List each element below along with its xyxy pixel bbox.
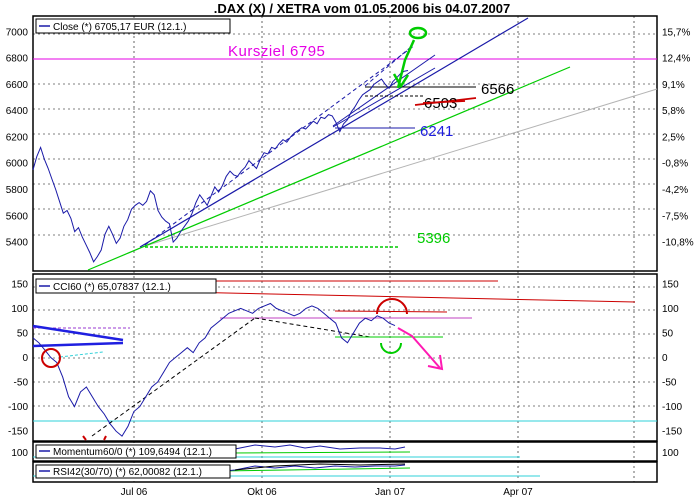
cci-legend-text: CCI60 (*) 65,07837 (12.1.) [53,282,171,293]
blue-trendline-main [139,17,529,248]
y-tick-label: 0 [22,353,28,364]
y-tick-label: 5,8% [662,106,685,117]
rsi-panel-frame [32,461,658,483]
cci-line [32,302,396,437]
y-tick-label: 50 [17,328,29,339]
y-tick-label: 9,1% [662,80,685,91]
y-tick-label: -150 [662,427,682,438]
cci-red-line-lower [334,310,448,313]
green-target-arrow [392,26,428,89]
y-tick-label: 12,4% [662,54,690,65]
cci-blue-support [32,341,124,348]
annotation-kursziel: Kursziel 6795 [228,43,325,60]
y-tick-label: 6400 [6,106,29,117]
y-tick-label: -10,8% [662,238,694,249]
y-tick-label: -100 [8,402,28,413]
blue-trendline-dashed [144,44,416,246]
annotation-6241: 6241 [420,123,453,140]
y-tick-label: 5600 [6,211,29,222]
momentum-line [219,444,406,453]
momentum-legend-text: Momentum60/0 (*) 109,6494 (12.1.) [53,447,212,458]
cci-cyan-dashed [59,351,104,358]
pink-down-arrow [397,327,444,371]
rsi-legend-text: RSI42(30/70) (*) 62,00082 (12.1.) [53,467,202,478]
blue-dashed-channel [364,45,413,87]
momentum-right-tick: 100 [662,448,679,459]
blue-trendline-fan [332,67,436,128]
x-tick-label: Apr 07 [503,487,533,498]
y-tick-label: -0,8% [662,159,688,170]
y-tick-label: -50 [662,378,677,389]
y-tick-label: 150 [662,279,679,290]
price-legend-box [35,18,231,34]
y-tick-label: 15,7% [662,27,690,38]
cci-right-tick-labels: 150 100 50 0 -50 -100 -150 [662,279,682,437]
y-tick-label: 100 [662,304,679,315]
y-tick-label: 100 [11,304,28,315]
cci-gridlines [33,286,657,407]
cci-left-tick-labels: 150 100 50 0 -50 -100 -150 [8,279,28,437]
blue-trendline-upper [332,54,436,127]
cci-blue-resistance [32,324,124,342]
y-tick-label: 6800 [6,54,29,65]
y-tick-label: -50 [14,378,29,389]
strike-6503 [422,100,466,104]
chart-title: .DAX (X) / XETRA vom 01.05.2006 bis 04.0… [214,1,511,16]
rsi-black-line [234,463,406,471]
cci-red-line-descending [134,290,636,303]
x-tick-label: Okt 06 [247,487,277,498]
red-bottom-ticks [82,435,107,441]
y-tick-label: 5400 [6,238,29,249]
price-panel-frame [32,15,658,272]
momentum-left-tick: 100 [11,448,28,459]
annotation-5396: 5396 [417,230,450,247]
close-price-line [32,70,409,263]
rsi-line [214,464,406,473]
momentum-panel-frame [32,441,658,462]
y-tick-label: 6200 [6,132,29,143]
red-arc-top-marker [376,298,408,315]
momentum-legend-box [35,444,237,459]
y-tick-label: -100 [662,402,682,413]
cci-panel-frame [32,273,658,442]
annotation-6566: 6566 [481,81,514,98]
annotation-6503: 6503 [424,95,457,112]
x-axis-labels: Jul 06 Okt 06 Jan 07 Apr 07 [121,487,534,498]
y-tick-label: -150 [8,427,28,438]
y-tick-label: 2,5% [662,132,685,143]
y-tick-label: -7,5% [662,211,688,222]
y-tick-label: 0 [662,353,668,364]
cci-dashed-trend-2 [254,317,371,338]
price-gridlines [33,33,657,236]
x-tick-label: Jan 07 [375,487,405,498]
green-arc-bottom-marker [380,342,402,354]
rsi-green-line [219,467,411,472]
cci-dashed-trend [91,317,256,437]
cci-legend-box [35,278,217,294]
green-support-trendline [87,66,571,271]
y-tick-label: 6600 [6,80,29,91]
y-tick-label: 5800 [6,185,29,196]
rsi-legend-box [35,464,231,479]
month-gridlines [133,16,635,482]
red-circle-marker [41,348,61,368]
y-tick-label: 6000 [6,159,29,170]
y-tick-label: 150 [11,279,28,290]
momentum-green-line [229,451,411,454]
y-tick-label: -4,2% [662,185,688,196]
price-right-tick-labels: 15,7% 12,4% 9,1% 5,8% 2,5% -0,8% -4,2% -7,5% -10… [662,27,694,248]
y-tick-label: 50 [662,328,674,339]
price-legend-text: Close (*) 6705,17 EUR (12.1.) [53,22,186,33]
x-tick-label: Jul 06 [121,487,148,498]
gray-trendline [144,88,658,247]
y-tick-label: 7000 [6,27,29,38]
price-left-tick-labels: 7000 6800 6600 6400 6200 6000 5800 5600 5400 [6,27,29,248]
